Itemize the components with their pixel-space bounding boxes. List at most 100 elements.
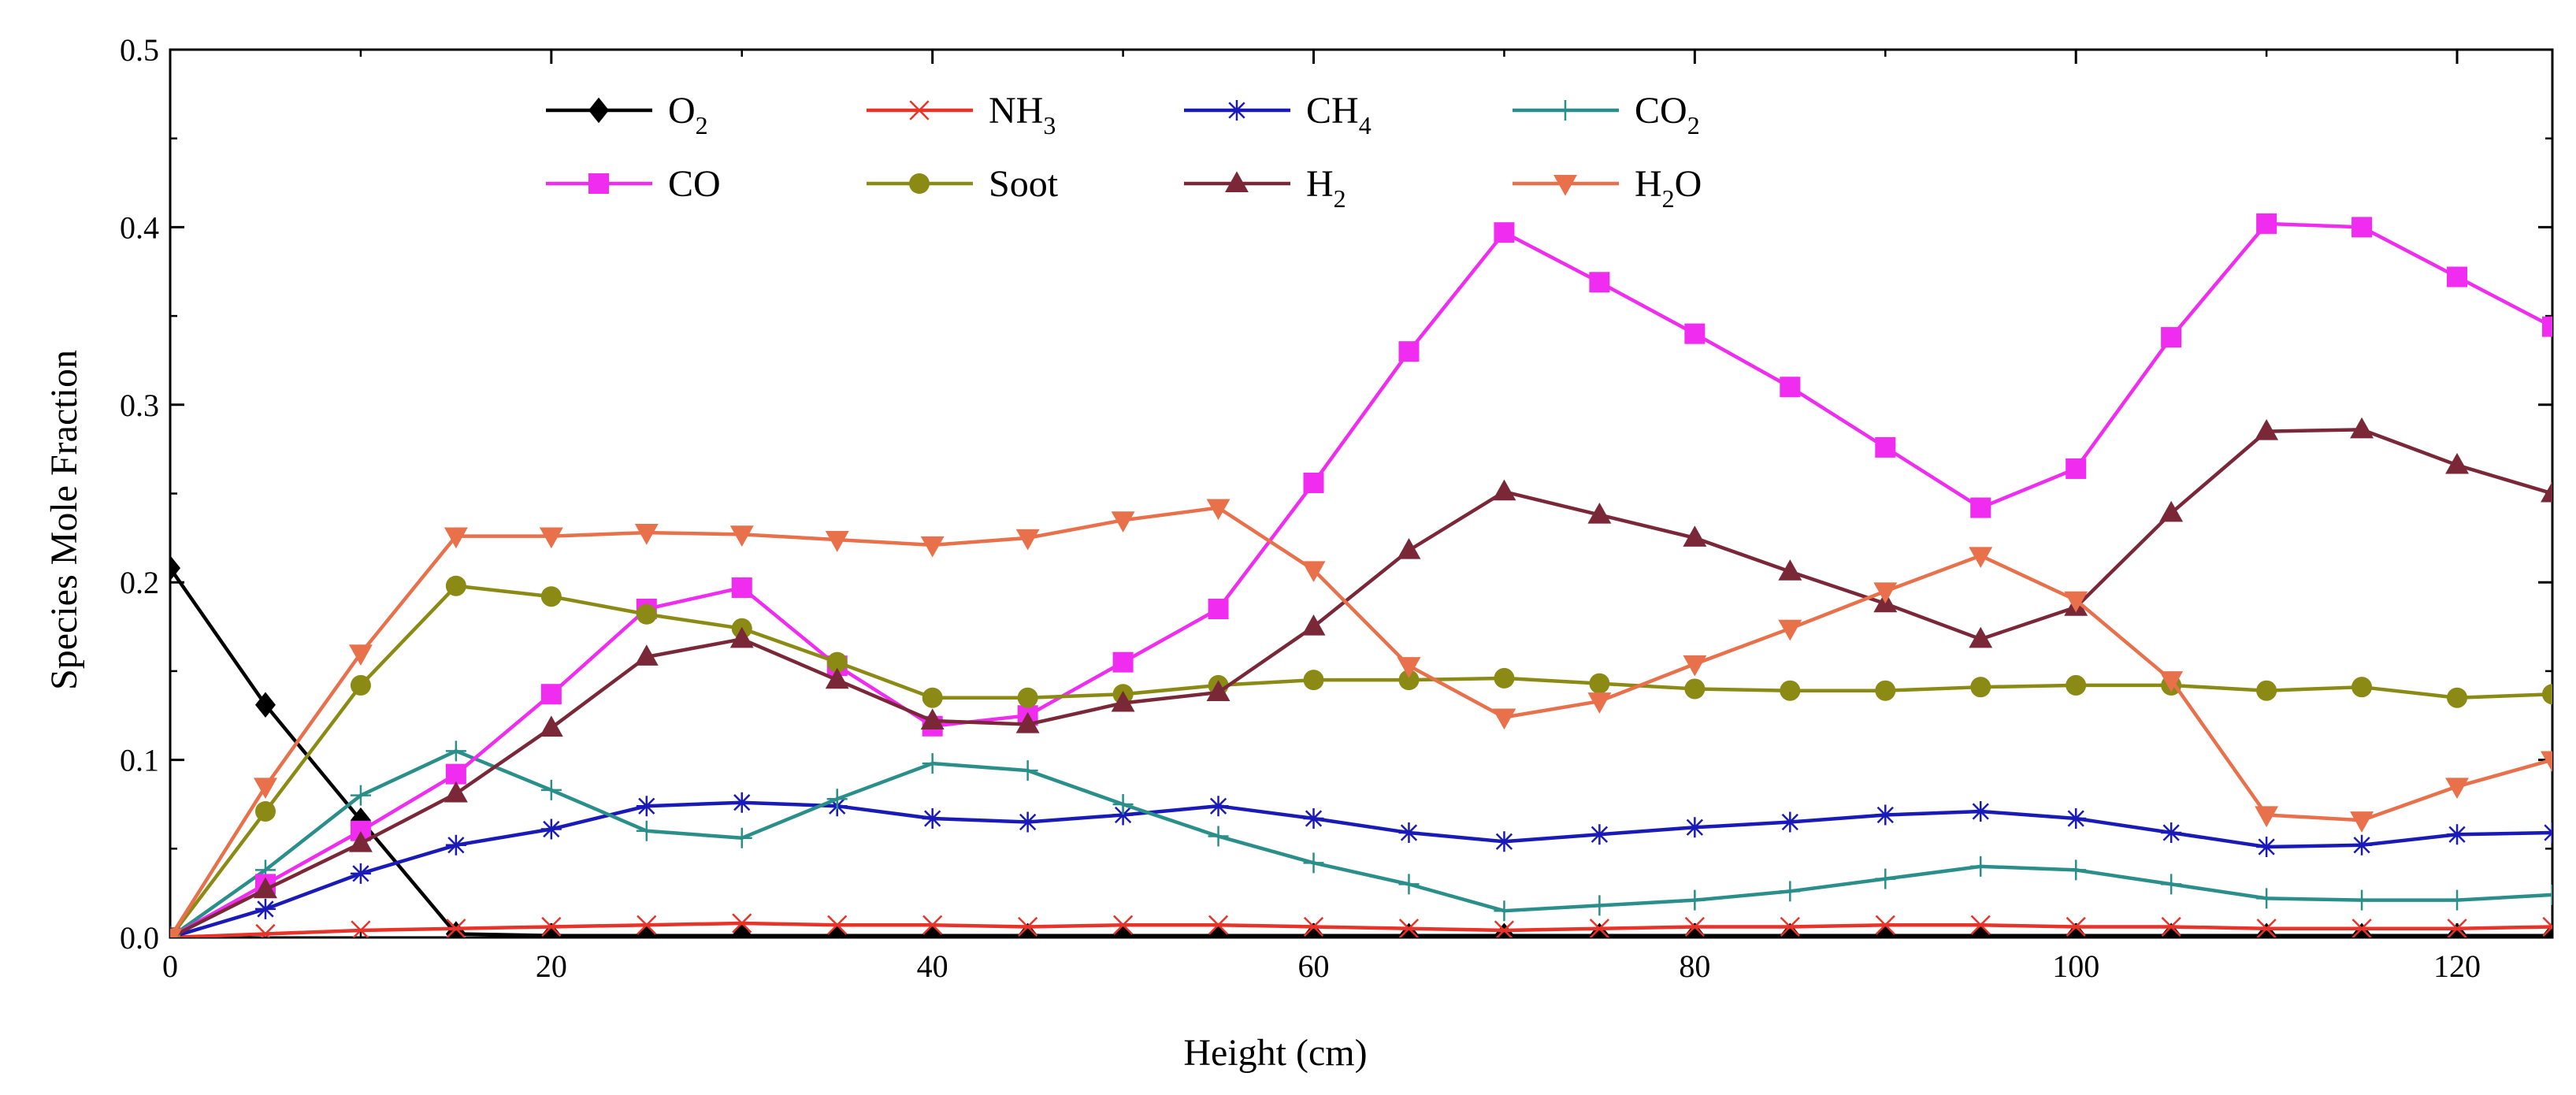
- legend-label-soot: Soot: [989, 163, 1059, 205]
- data-point-co: [1494, 222, 1515, 243]
- data-point-h2: [1492, 479, 1516, 501]
- data-point-h2o: [825, 531, 849, 552]
- legend-label-main: CH: [1306, 90, 1359, 132]
- data-point-co2: [2542, 884, 2552, 905]
- data-point-h2o: [1111, 511, 1135, 533]
- data-point-nh3: [2066, 916, 2086, 937]
- data-point-h2o: [254, 778, 277, 800]
- data-point-co2: [1684, 889, 1706, 911]
- data-point-co: [1684, 323, 1706, 344]
- data-point-co: [1780, 377, 1801, 398]
- data-point-h2: [729, 626, 754, 648]
- data-point-nh3: [922, 915, 943, 935]
- data-point-h2: [1206, 680, 1230, 701]
- data-point-co: [2161, 327, 2182, 348]
- data-point-o2: [2066, 922, 2087, 937]
- data-point-co2: [731, 827, 752, 848]
- data-point-soot: [636, 603, 657, 625]
- data-point-co2: [636, 820, 657, 841]
- data-point-soot: [254, 800, 276, 822]
- data-point-soot: [1494, 667, 1515, 689]
- series-line-h2o: [170, 506, 2552, 937]
- data-point-ch4: [1303, 807, 1324, 829]
- legend-item-co: CO: [546, 163, 721, 205]
- data-point-co2: [1589, 895, 1610, 916]
- data-point-ch4: [1780, 811, 1801, 833]
- series-nh3: [170, 913, 2552, 937]
- data-point-h2o: [1587, 692, 1612, 714]
- series-line-co2: [170, 749, 2552, 937]
- legend-label-o2: O2: [668, 90, 708, 139]
- data-point-soot: [1875, 680, 1896, 701]
- data-point-h2: [1683, 525, 1707, 547]
- data-point-ch4: [1494, 831, 1515, 852]
- data-point-h2o: [2541, 751, 2552, 773]
- data-point-co2: [2256, 888, 2277, 909]
- y-axis-label: Species Mole Fraction: [43, 350, 85, 690]
- data-point-ch4: [1112, 804, 1134, 826]
- data-point-co2: [1780, 881, 1801, 902]
- data-point-co2: [1112, 793, 1134, 815]
- data-point-h2o: [444, 527, 468, 549]
- legend-item-nh3: NH3: [867, 90, 1056, 139]
- series-h2o: [170, 499, 2552, 937]
- data-point-o2: [1970, 922, 1991, 937]
- data-point-o2: [2161, 922, 2182, 937]
- legend-item-ch4: CH4: [1184, 90, 1372, 139]
- data-point-h2: [2541, 481, 2552, 503]
- data-point-h2: [1015, 711, 1040, 733]
- x-tick-label: 20: [536, 948, 567, 984]
- data-point-co2: [1303, 852, 1324, 874]
- data-point-nh3: [1113, 915, 1134, 935]
- data-point-soot: [2351, 677, 2373, 698]
- data-point-soot: [1684, 678, 1706, 700]
- data-point-h2: [539, 715, 563, 737]
- data-point-ch4: [2161, 822, 2182, 844]
- data-point-co2: [1398, 874, 1420, 895]
- data-point-soot: [540, 586, 562, 607]
- legend-label-main: Soot: [989, 163, 1059, 205]
- legend-label-tail: O: [1675, 163, 1702, 205]
- legend-marker-h2: [1225, 171, 1249, 193]
- data-point-nh3: [541, 916, 562, 937]
- y-tick-label: 0.1: [120, 743, 159, 778]
- y-tick-label: 0.0: [120, 920, 159, 956]
- data-point-o2: [254, 692, 276, 718]
- data-point-h2: [1301, 614, 1326, 636]
- data-point-h2o: [2350, 811, 2374, 833]
- legend-label-subscript: 2: [1334, 184, 1346, 213]
- data-point-nh3: [255, 923, 276, 937]
- data-point-co2: [826, 789, 848, 810]
- data-point-ch4: [445, 834, 466, 856]
- data-point-co: [2256, 213, 2277, 234]
- data-point-soot: [1017, 687, 1038, 708]
- data-point-o2: [826, 922, 848, 937]
- data-point-nh3: [637, 915, 657, 935]
- data-point-co2: [350, 785, 371, 806]
- legend-label-main: CO: [668, 163, 721, 205]
- data-point-h2o: [920, 536, 945, 558]
- data-point-co: [731, 577, 752, 598]
- data-point-nh3: [1208, 915, 1229, 935]
- data-point-nh3: [2351, 919, 2372, 937]
- data-point-h2: [825, 667, 849, 689]
- data-point-co: [540, 684, 562, 705]
- data-point-co2: [1494, 900, 1515, 922]
- data-point-co: [1970, 497, 1991, 518]
- data-point-h2o: [539, 527, 563, 549]
- x-tick-label: 80: [1679, 948, 1710, 984]
- data-point-h2: [1778, 559, 1802, 581]
- data-point-soot: [1303, 670, 1324, 691]
- data-point-soot: [350, 674, 371, 696]
- data-point-co2: [445, 741, 466, 762]
- data-point-nh3: [2447, 919, 2467, 937]
- legend-label-subscript: 4: [1359, 111, 1372, 139]
- data-point-co2: [1017, 760, 1038, 781]
- data-point-h2o: [1206, 499, 1230, 521]
- data-point-soot: [1970, 677, 1991, 698]
- data-point-soot: [2256, 680, 2277, 701]
- series-layer: [170, 213, 2552, 937]
- data-point-o2: [636, 922, 657, 937]
- legend-marker-h2o: [1553, 174, 1577, 196]
